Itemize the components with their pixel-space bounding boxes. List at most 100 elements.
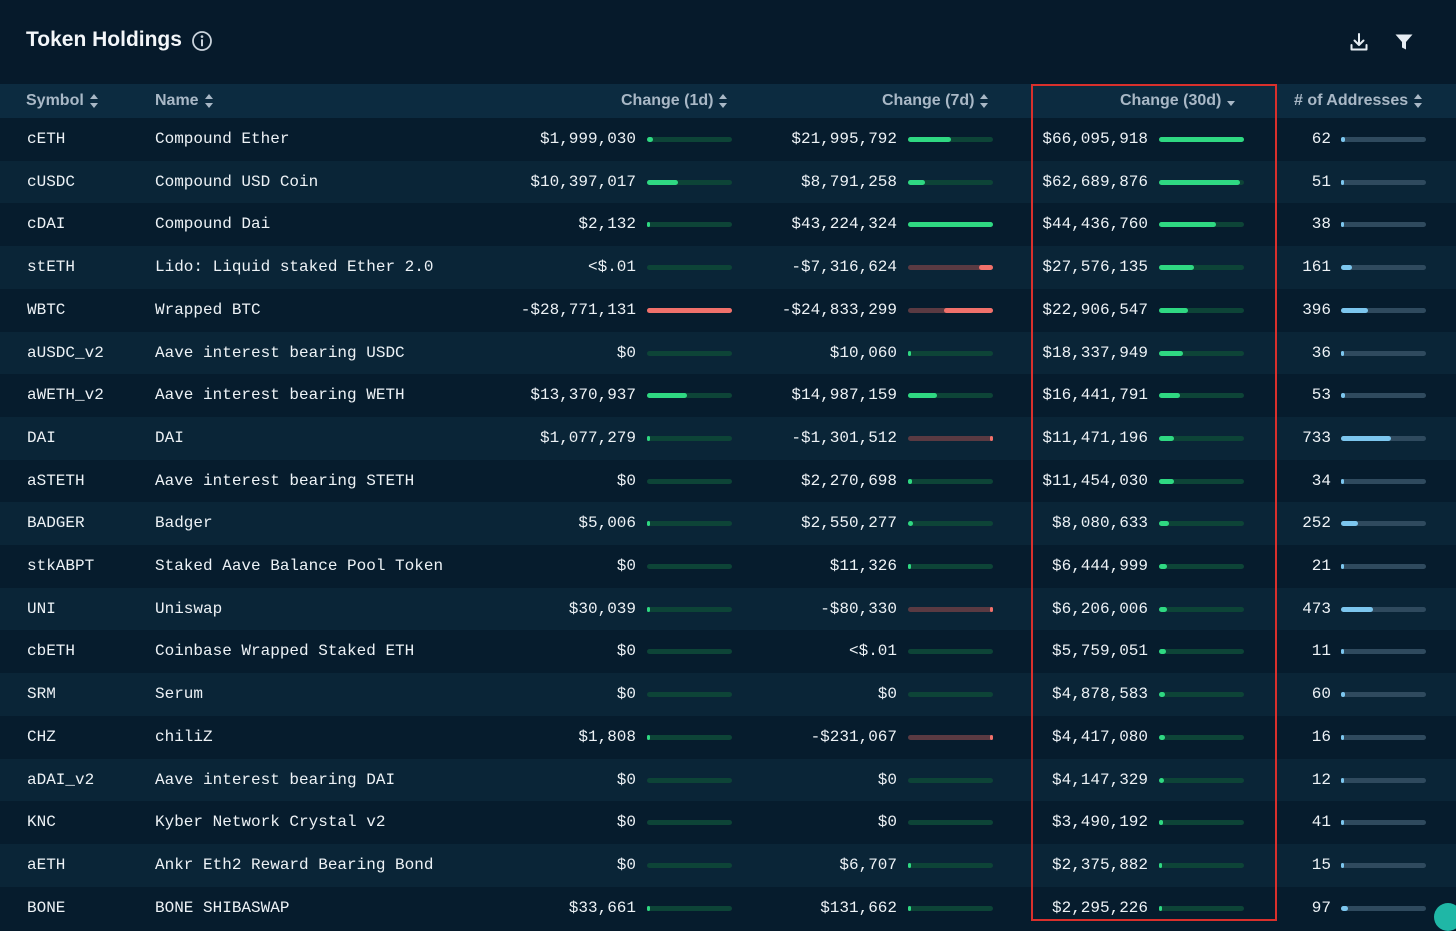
change-1d-bar-track [647,649,732,655]
change-1d-bar-track [647,521,732,527]
change-30d-bar-track [1159,734,1244,740]
symbol-cell: cUSDC [27,172,76,191]
change-1d-value: $1,999,030 [539,130,636,148]
change-1d-bar-track [647,222,732,228]
column-header-change-30d[interactable]: Change (30d) [1120,84,1236,118]
column-header-label: Change (7d) [882,92,975,109]
addresses-bar-fill [1341,692,1346,698]
change-1d-bar-track [647,905,732,911]
change-30d-bar-track [1159,307,1244,313]
info-icon[interactable] [192,31,212,51]
change-1d-bar-fill [647,179,678,185]
change-1d-value: $0 [616,855,636,874]
download-icon[interactable] [1347,30,1371,54]
change-7d-bar-fill [944,307,993,313]
column-header-label: Change (1d) [621,92,714,109]
addresses-bar-track [1341,265,1426,271]
table-row[interactable]: CHZ chiliZ $1,808 -$231,067 $4,417,080 16 [0,715,1456,759]
column-header-change-7d[interactable]: Change (7d) [882,84,989,118]
addresses-bar-fill [1341,777,1344,783]
change-30d-value: $6,444,999 [1051,557,1148,575]
change-7d-bar-fill [908,350,911,356]
change-7d-value: -$1,301,512 [791,428,897,447]
addresses-bar-track [1341,435,1426,441]
table-row[interactable]: cETH Compound Ether $1,999,030 $21,995,792 $… [0,118,1456,161]
column-header-addresses[interactable]: # of Addresses [1294,84,1423,118]
table-row[interactable]: SRM Serum $0 $0 $4,878,583 60 [0,673,1456,717]
change-1d-value: $10,397,017 [530,172,636,191]
table-row[interactable]: aDAI_v2 Aave interest bearing DAI $0 $0 $4,1… [0,758,1456,802]
change-1d-value: $33,661 [568,898,636,917]
change-30d-bar-fill [1159,820,1164,826]
addresses-value: 62 [1311,130,1331,148]
change-1d-bar-fill [647,905,650,911]
table-row[interactable]: BADGER Badger $5,006 $2,550,277 $8,080,633 25… [0,502,1456,546]
change-1d-bar-track [647,393,732,399]
addresses-value: 396 [1302,300,1331,319]
change-1d-value: $0 [616,685,636,704]
table-row[interactable]: cDAI Compound Dai $2,132 $43,224,324 $44,436… [0,203,1456,247]
change-7d-bar-track [908,692,993,698]
table-row[interactable]: UNI Uniswap $30,039 -$80,330 $6,206,006 473 [0,587,1456,631]
table-row[interactable]: BONE BONE SHIBASWAP $33,661 $131,662 $2,295,… [0,886,1456,930]
addresses-bar-fill [1341,137,1346,142]
symbol-cell: CHZ [27,727,56,746]
addresses-bar-fill [1341,606,1374,612]
change-30d-bar-fill [1159,734,1165,740]
filter-icon[interactable] [1392,30,1416,54]
change-30d-bar-track [1159,350,1244,356]
name-cell: Kyber Network Crystal v2 [155,813,386,832]
change-7d-value: -$24,833,299 [781,300,897,319]
change-1d-bar-track [647,265,732,271]
addresses-value: 36 [1311,343,1331,362]
table-row[interactable]: aETH Ankr Eth2 Reward Bearing Bond $0 $6,70… [0,843,1456,887]
table-row[interactable]: aUSDC_v2 Aave interest bearing USDC $0 $10,… [0,331,1456,375]
table-row[interactable]: cbETH Coinbase Wrapped Staked ETH $0 <$.01 $… [0,630,1456,674]
change-7d-value: $0 [877,770,897,789]
change-30d-bar-fill [1159,393,1181,399]
table-row[interactable]: WBTC Wrapped BTC -$28,771,131 -$24,833,299 $… [0,288,1456,332]
change-1d-value: $5,006 [578,514,636,533]
table-row[interactable]: stkABPT Staked Aave Balance Pool Token $0 $… [0,545,1456,588]
change-7d-bar-track [908,905,993,911]
name-cell: Aave interest bearing USDC [155,343,405,362]
addresses-bar-track [1341,137,1426,142]
change-30d-bar-fill [1159,649,1167,655]
addresses-bar-track [1341,649,1426,655]
change-7d-bar-track [908,734,993,740]
table-row[interactable]: stETH Lido: Liquid staked Ether 2.0 <$.01 -… [0,246,1456,290]
table-row[interactable]: cUSDC Compound USD Coin $10,397,017 $8,791,… [0,160,1456,204]
addresses-bar-track [1341,521,1426,527]
symbol-cell: cbETH [27,642,76,661]
table-row[interactable]: aWETH_v2 Aave interest bearing WETH $13,37… [0,374,1456,418]
addresses-bar-fill [1341,521,1359,527]
addresses-value: 161 [1302,258,1331,277]
column-header-change-1d[interactable]: Change (1d) [621,84,728,118]
change-7d-bar-track [908,265,993,271]
symbol-cell: UNI [27,599,56,618]
addresses-value: 11 [1311,642,1331,661]
addresses-bar-track [1341,393,1426,399]
change-30d-value: $18,337,949 [1042,343,1148,362]
change-7d-bar-fill [908,393,938,399]
table-row[interactable]: aSTETH Aave interest bearing STETH $0 $2,27… [0,459,1456,503]
change-30d-value: $3,490,192 [1051,813,1148,832]
change-7d-bar-fill [908,564,911,569]
addresses-bar-fill [1341,222,1344,228]
change-30d-bar-fill [1159,350,1183,356]
addresses-value: 252 [1302,514,1331,533]
symbol-cell: aWETH_v2 [27,386,104,405]
change-7d-bar-track [908,820,993,826]
addresses-bar-fill [1341,862,1344,868]
addresses-bar-track [1341,478,1426,484]
addresses-value: 53 [1311,386,1331,405]
change-7d-bar-track [908,435,993,441]
column-header-name[interactable]: Name [155,84,214,118]
column-header-symbol[interactable]: Symbol [26,84,99,118]
change-7d-value: $8,791,258 [800,172,897,191]
change-30d-bar-fill [1159,435,1174,441]
table-row[interactable]: KNC Kyber Network Crystal v2 $0 $0 $3,490,19… [0,801,1456,845]
change-30d-bar-fill [1159,179,1240,185]
table-row[interactable]: DAI DAI $1,077,279 -$1,301,512 $11,471,196 73… [0,416,1456,460]
change-7d-bar-track [908,649,993,655]
